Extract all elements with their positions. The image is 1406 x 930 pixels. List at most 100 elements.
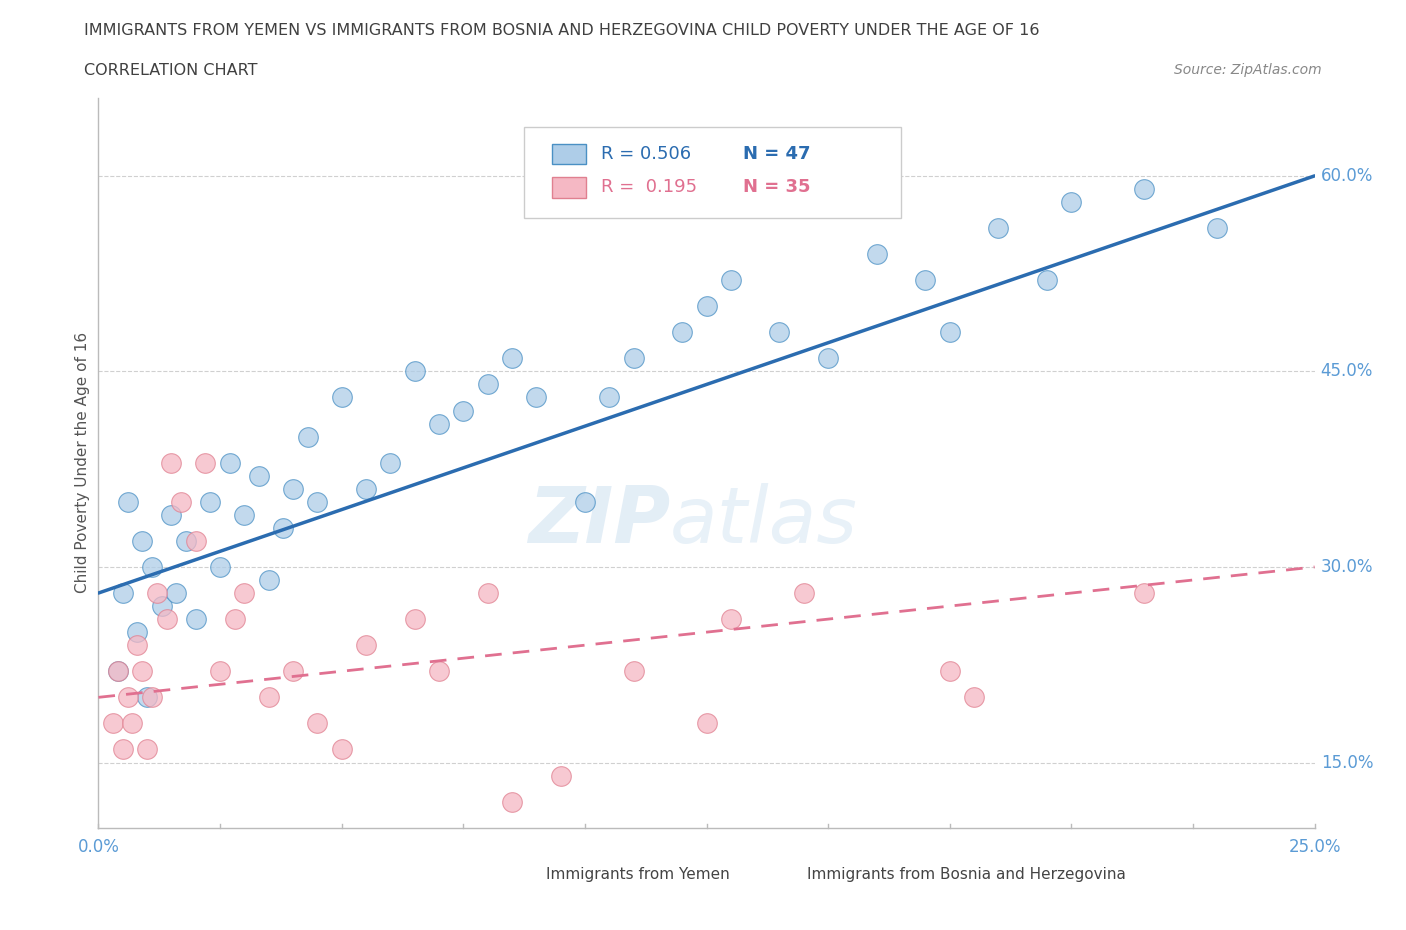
- Text: R =  0.195: R = 0.195: [600, 179, 697, 196]
- Point: [354, 482, 377, 497]
- Point: [184, 534, 207, 549]
- Point: [224, 612, 246, 627]
- Point: [111, 742, 134, 757]
- Point: [174, 534, 197, 549]
- Point: [914, 272, 936, 287]
- Point: [501, 794, 523, 809]
- Point: [1036, 272, 1059, 287]
- Point: [696, 299, 718, 313]
- Text: ZIP: ZIP: [527, 483, 671, 559]
- Point: [155, 612, 177, 627]
- Point: [866, 246, 889, 261]
- Text: atlas: atlas: [671, 483, 858, 559]
- Point: [720, 272, 742, 287]
- Point: [427, 416, 450, 431]
- Point: [233, 586, 256, 601]
- Text: 0.0%: 0.0%: [77, 838, 120, 857]
- Point: [404, 612, 426, 627]
- Point: [281, 664, 304, 679]
- Point: [111, 586, 134, 601]
- Text: 30.0%: 30.0%: [1320, 558, 1374, 576]
- Point: [141, 560, 163, 575]
- Point: [1206, 220, 1229, 235]
- Point: [117, 690, 139, 705]
- Point: [281, 482, 304, 497]
- Point: [696, 716, 718, 731]
- Point: [453, 403, 475, 418]
- Point: [257, 573, 280, 588]
- Text: 15.0%: 15.0%: [1320, 753, 1374, 772]
- Point: [623, 351, 645, 365]
- Point: [136, 690, 159, 705]
- Point: [330, 742, 353, 757]
- Point: [550, 768, 572, 783]
- Text: N = 47: N = 47: [742, 145, 810, 163]
- Point: [257, 690, 280, 705]
- Point: [477, 586, 499, 601]
- Point: [209, 664, 232, 679]
- FancyBboxPatch shape: [553, 143, 586, 164]
- Text: Source: ZipAtlas.com: Source: ZipAtlas.com: [1174, 63, 1322, 77]
- Point: [150, 599, 173, 614]
- Text: 25.0%: 25.0%: [1288, 838, 1341, 857]
- Text: Immigrants from Bosnia and Herzegovina: Immigrants from Bosnia and Herzegovina: [807, 867, 1126, 882]
- Point: [380, 456, 402, 471]
- Point: [200, 495, 222, 510]
- FancyBboxPatch shape: [773, 868, 800, 884]
- Point: [121, 716, 143, 731]
- Point: [963, 690, 986, 705]
- Point: [623, 664, 645, 679]
- Point: [146, 586, 169, 601]
- Point: [297, 429, 319, 444]
- FancyBboxPatch shape: [553, 178, 586, 198]
- Point: [160, 456, 183, 471]
- Point: [247, 469, 270, 484]
- Point: [1133, 181, 1156, 196]
- Point: [987, 220, 1010, 235]
- Text: 45.0%: 45.0%: [1320, 363, 1374, 380]
- Point: [354, 638, 377, 653]
- Point: [131, 534, 153, 549]
- Point: [117, 495, 139, 510]
- Point: [131, 664, 153, 679]
- Point: [793, 586, 815, 601]
- Point: [330, 390, 353, 405]
- Text: R = 0.506: R = 0.506: [600, 145, 690, 163]
- Point: [939, 664, 962, 679]
- Point: [184, 612, 207, 627]
- Point: [170, 495, 193, 510]
- Point: [271, 521, 294, 536]
- Point: [427, 664, 450, 679]
- Point: [165, 586, 187, 601]
- Text: IMMIGRANTS FROM YEMEN VS IMMIGRANTS FROM BOSNIA AND HERZEGOVINA CHILD POVERTY UN: IMMIGRANTS FROM YEMEN VS IMMIGRANTS FROM…: [84, 23, 1040, 38]
- Point: [768, 325, 790, 339]
- Point: [209, 560, 232, 575]
- Point: [817, 351, 839, 365]
- Point: [136, 742, 159, 757]
- Point: [127, 638, 149, 653]
- Text: CORRELATION CHART: CORRELATION CHART: [84, 63, 257, 78]
- Point: [307, 495, 329, 510]
- Point: [141, 690, 163, 705]
- Point: [107, 664, 129, 679]
- Point: [233, 508, 256, 523]
- Text: 60.0%: 60.0%: [1320, 166, 1374, 185]
- Text: N = 35: N = 35: [742, 179, 810, 196]
- FancyBboxPatch shape: [524, 126, 901, 219]
- Point: [574, 495, 596, 510]
- Point: [477, 377, 499, 392]
- Y-axis label: Child Poverty Under the Age of 16: Child Poverty Under the Age of 16: [75, 332, 90, 593]
- Point: [524, 390, 547, 405]
- Point: [218, 456, 240, 471]
- Point: [720, 612, 742, 627]
- Point: [107, 664, 129, 679]
- Point: [101, 716, 124, 731]
- Point: [404, 364, 426, 379]
- Point: [194, 456, 217, 471]
- Point: [1060, 194, 1083, 209]
- Point: [160, 508, 183, 523]
- FancyBboxPatch shape: [512, 868, 538, 884]
- Point: [939, 325, 962, 339]
- Point: [501, 351, 523, 365]
- Point: [598, 390, 620, 405]
